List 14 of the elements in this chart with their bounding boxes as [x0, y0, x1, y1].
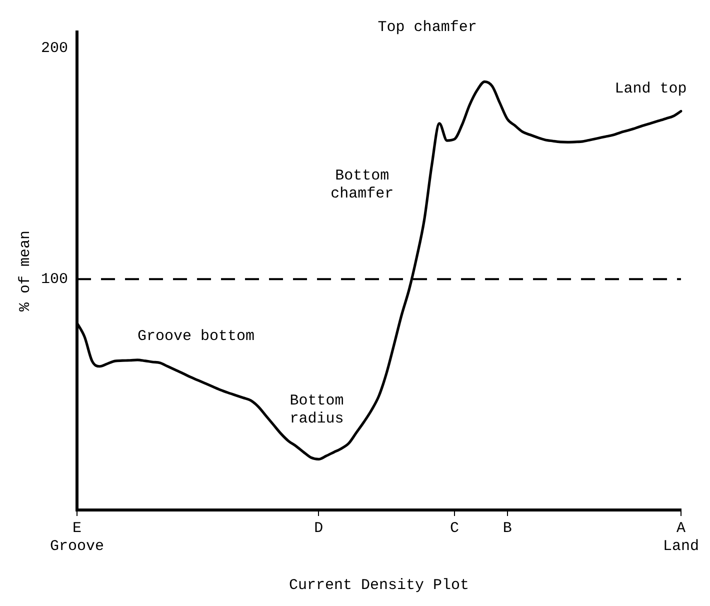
x-tick-label: C: [450, 520, 460, 537]
x-tick-label: D: [314, 520, 324, 537]
annotation: Bottom radius: [290, 392, 344, 428]
annotation: Top chamfer: [378, 19, 477, 36]
y-tick-label: 200: [40, 40, 68, 58]
x-tick-label: B: [502, 520, 512, 537]
annotation: Groove bottom: [137, 328, 255, 345]
annotation: Bottom chamfer: [330, 167, 394, 202]
y-tick-label: 100: [40, 271, 68, 288]
x-axis-title: Current Density Plot: [288, 576, 470, 594]
annotation: Land top: [614, 80, 687, 98]
x-tick-label: E Groove: [50, 520, 104, 555]
x-tick-label: A Land: [662, 520, 700, 555]
y-axis-title: % of mean: [16, 230, 34, 312]
